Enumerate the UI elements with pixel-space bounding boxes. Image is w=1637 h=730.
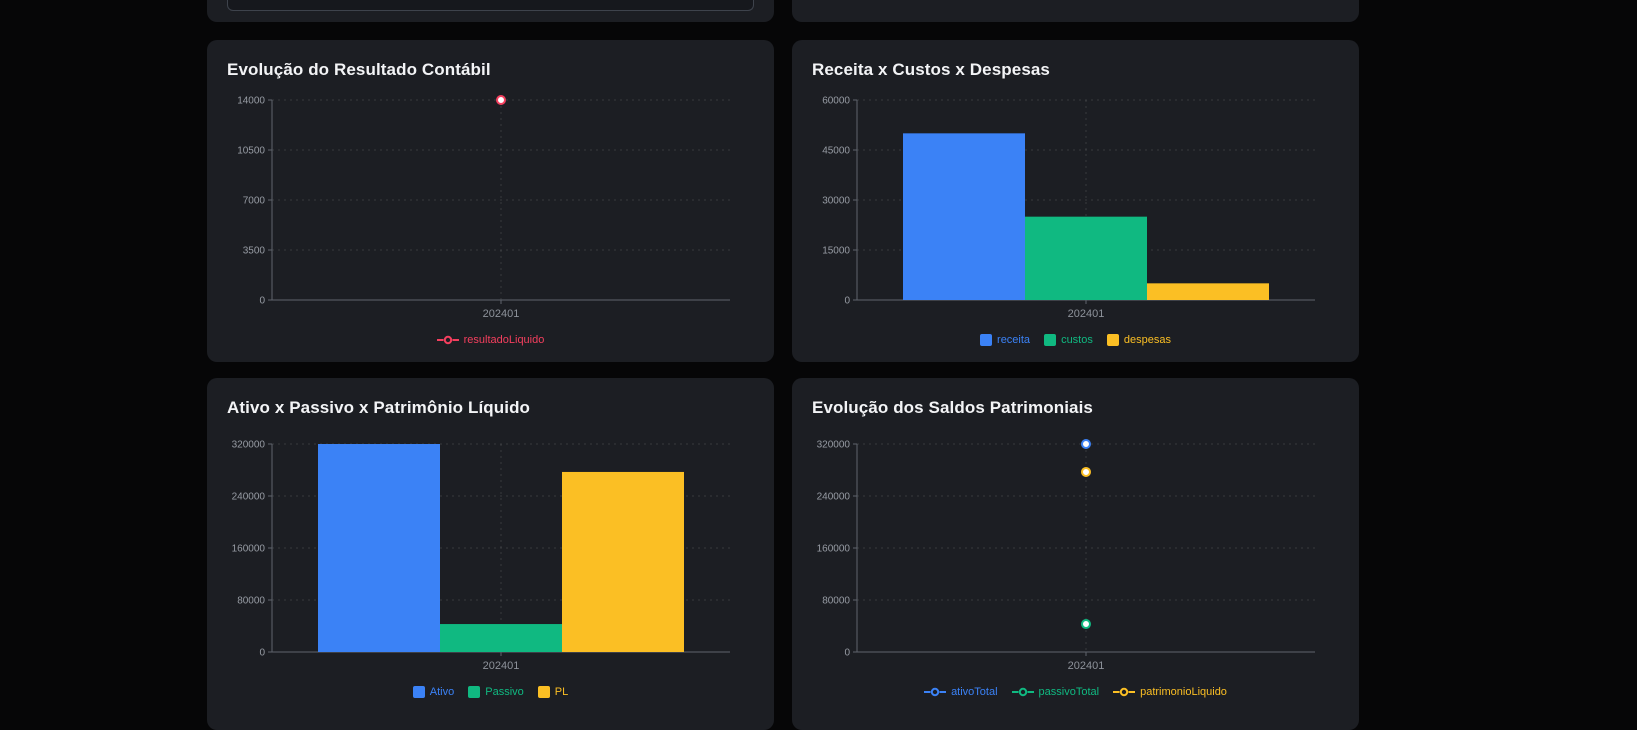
legend-item-passivoTotal[interactable]: passivoTotal [1011, 686, 1100, 698]
legend-item-Ativo[interactable]: Ativo [412, 686, 455, 698]
chart-row-2: Ativo x Passivo x Patrimônio Líquido 0 80… [207, 378, 1359, 730]
chart-title-ativo-passivo-pl: Ativo x Passivo x Patrimônio Líquido [227, 398, 531, 417]
y-tick-label: 0 [259, 296, 265, 307]
bar-custos[interactable] [1025, 216, 1147, 300]
y-tick-label: 160000 [817, 544, 851, 555]
filter-input[interactable] [227, 0, 754, 11]
chart-canvas-resultado-contabil[interactable]: 0 3500 7000 10500 14000 202401 [227, 90, 754, 330]
legend-label: receita [997, 334, 1031, 346]
chart-plot-svg: 0 3500 7000 10500 14000 202401 [237, 95, 730, 320]
legend-swatch-icon [412, 686, 425, 698]
legend-swatch-icon [537, 686, 550, 698]
legend-swatch-icon [1044, 334, 1057, 346]
chart-row-1: Evolução do Resultado Contábil 0 3500 7000… [207, 40, 1359, 362]
legend-label: passivoTotal [1038, 686, 1100, 698]
legend-label: patrimonioLiquido [1140, 686, 1227, 698]
bar-receita[interactable] [903, 133, 1025, 300]
y-tick-label: 60000 [822, 96, 850, 107]
legend-swatch-icon [980, 334, 993, 346]
y-tick-label: 7000 [243, 196, 266, 207]
chart-legend-ativo-passivo-pl: Ativo Passivo PL [227, 686, 754, 698]
y-tick-label: 80000 [822, 596, 850, 607]
legend-swatch-icon [468, 686, 481, 698]
y-tick-label: 240000 [232, 492, 266, 503]
legend-label: ativoTotal [951, 686, 998, 698]
legend-item-ativoTotal[interactable]: ativoTotal [924, 686, 998, 698]
y-tick-label: 80000 [237, 596, 265, 607]
legend-item-receita[interactable]: receita [980, 334, 1030, 346]
y-tick-label: 10500 [237, 146, 265, 157]
y-tick-label: 30000 [822, 196, 850, 207]
chart-legend-receita-custos-despesas: receita custos despesas [812, 334, 1339, 346]
legend-line-dot-icon [1011, 687, 1034, 697]
y-tick-label: 14000 [237, 96, 265, 107]
chart-canvas-saldos-patrimoniais[interactable]: 0 80000 160000 240000 320000 202401 [812, 434, 1339, 682]
legend-label: despesas [1123, 334, 1171, 346]
legend-label: resultadoLiquido [463, 334, 545, 346]
legend-item-PL[interactable]: PL [537, 686, 569, 698]
legend-label: Passivo [485, 686, 524, 698]
y-tick-label: 240000 [817, 492, 851, 503]
point-passivoTotal[interactable] [1081, 619, 1091, 630]
card-ativo-passivo-pl: Ativo x Passivo x Patrimônio Líquido 0 80… [207, 378, 774, 730]
chart-legend-resultado-contabil: resultadoLiquido [227, 334, 754, 346]
y-tick-label: 15000 [822, 246, 850, 257]
card-resultado-contabil: Evolução do Resultado Contábil 0 3500 7000… [207, 40, 774, 362]
y-tick-label: 0 [259, 648, 265, 659]
x-tick-label: 202401 [1068, 308, 1105, 320]
chart-canvas-receita-custos-despesas[interactable]: 0 15000 30000 45000 60000 202401 [812, 90, 1339, 330]
bar-despesas[interactable] [1147, 283, 1269, 300]
bar-Ativo[interactable] [318, 444, 440, 652]
y-tick-label: 320000 [232, 440, 266, 451]
chart-legend-saldos-patrimoniais: ativoTotal passivoTotal patrimonioLiquido [812, 686, 1339, 698]
chart-canvas-ativo-passivo-pl[interactable]: 0 80000 160000 240000 320000 202401 [227, 434, 754, 682]
card-top-right-partial [792, 0, 1359, 22]
legend-item-custos[interactable]: custos [1044, 334, 1093, 346]
legend-swatch-icon [1106, 334, 1119, 346]
chart-plot-svg: 0 80000 160000 240000 320000 202401 [817, 439, 1315, 672]
chart-title-saldos-patrimoniais: Evolução dos Saldos Patrimoniais [812, 398, 1093, 417]
point-patrimonioLiquido[interactable] [1081, 466, 1091, 477]
legend-label: custos [1061, 334, 1093, 346]
x-tick-label: 202401 [483, 308, 520, 320]
legend-line-dot-icon [436, 335, 459, 345]
bar-Passivo[interactable] [440, 624, 562, 652]
chart-plot-svg: 0 80000 160000 240000 320000 202401 [232, 440, 730, 672]
bar-PL[interactable] [562, 471, 684, 652]
legend-line-dot-icon [924, 687, 947, 697]
y-tick-label: 0 [844, 648, 850, 659]
card-saldos-patrimoniais: Evolução dos Saldos Patrimoniais 0 80000 1… [792, 378, 1359, 730]
card-top-left-partial [207, 0, 774, 22]
chart-title-resultado-contabil: Evolução do Resultado Contábil [227, 60, 491, 79]
y-tick-label: 160000 [232, 544, 266, 555]
x-tick-label: 202401 [1068, 660, 1105, 672]
point-ativoTotal[interactable] [1081, 439, 1091, 449]
y-tick-label: 3500 [243, 246, 266, 257]
partial-card-row [207, 0, 1359, 22]
legend-item-patrimonioLiquido[interactable]: patrimonioLiquido [1113, 686, 1227, 698]
y-tick-label: 45000 [822, 146, 850, 157]
chart-title-receita-custos-despesas: Receita x Custos x Despesas [812, 60, 1050, 79]
point-resultadoLiquido[interactable] [496, 95, 506, 105]
chart-plot-svg: 0 15000 30000 45000 60000 202401 [822, 96, 1315, 320]
legend-item-resultadoLiquido[interactable]: resultadoLiquido [436, 334, 545, 346]
y-tick-label: 320000 [817, 440, 851, 451]
legend-item-despesas[interactable]: despesas [1106, 334, 1171, 346]
y-tick-label: 0 [844, 296, 850, 307]
legend-line-dot-icon [1113, 687, 1136, 697]
legend-item-Passivo[interactable]: Passivo [468, 686, 524, 698]
x-tick-label: 202401 [483, 660, 520, 672]
legend-label: Ativo [429, 686, 455, 698]
legend-label: PL [554, 686, 569, 698]
card-receita-custos-despesas: Receita x Custos x Despesas 0 15000 30000 4… [792, 40, 1359, 362]
dashboard-content: Evolução do Resultado Contábil 0 3500 7000… [207, 0, 1359, 730]
